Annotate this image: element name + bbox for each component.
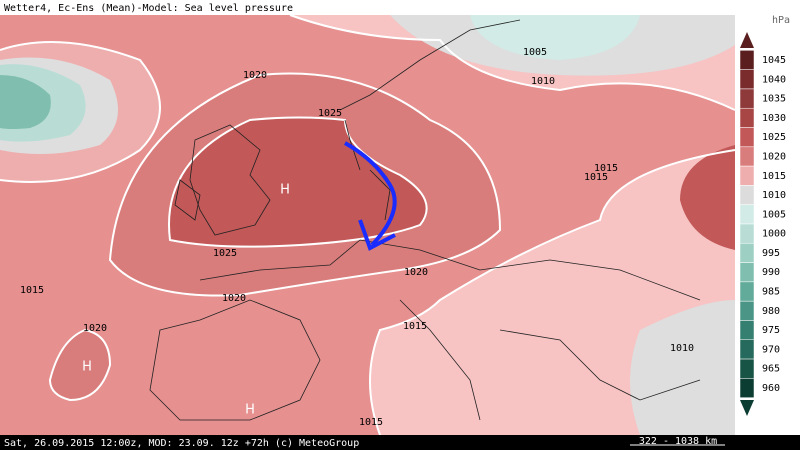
isobar-label: 1015	[584, 172, 608, 183]
legend-label: 970	[762, 344, 780, 355]
legend-label: 1005	[762, 209, 786, 220]
pressure-field	[0, 14, 736, 436]
legend-label: 1010	[762, 190, 786, 201]
legend-swatch	[739, 107, 755, 128]
legend-swatch	[739, 320, 755, 341]
legend-label: 960	[762, 383, 780, 394]
isobar-label: 1015	[20, 285, 44, 296]
legend-label: 990	[762, 267, 780, 278]
isobar-label: 1005	[523, 47, 547, 58]
legend-swatch	[739, 88, 755, 109]
high-marker: H	[280, 183, 290, 198]
legend-swatch	[739, 358, 755, 379]
legend-swatch	[739, 69, 755, 90]
isobar-label: 1020	[243, 70, 267, 81]
legend-label: 975	[762, 325, 780, 336]
high-markers: H H H	[82, 183, 290, 418]
high-marker: H	[82, 360, 92, 375]
legend-swatch	[739, 185, 755, 205]
legend-label: 1040	[762, 74, 786, 85]
legend-unit: hPa	[772, 15, 790, 26]
high-marker: H	[245, 403, 255, 418]
legend-swatch	[739, 339, 755, 360]
legend-arrow-top	[740, 32, 754, 48]
legend-label: 980	[762, 306, 780, 317]
legend-label: 1015	[762, 171, 786, 182]
isobar-label: 1015	[594, 163, 618, 174]
legend-swatch	[739, 262, 755, 283]
legend-swatch	[739, 204, 755, 225]
isobar-label: 1015	[359, 417, 383, 428]
legend-label: 1020	[762, 151, 786, 162]
footer-bar	[0, 435, 800, 450]
legend-swatch	[739, 50, 755, 70]
isobar-label: 1015	[403, 321, 427, 332]
coastlines	[149, 19, 701, 421]
isobar-label: 1020	[83, 323, 107, 334]
isobar-labels: 1020 1025 1005 1010 1015 1015 1025 1020 …	[20, 47, 694, 428]
title: Wetter4, Ec-Ens (Mean)-Model: Sea level …	[4, 3, 293, 14]
legend-swatch	[739, 146, 755, 167]
legend-swatch	[739, 223, 755, 244]
legend-swatch	[739, 378, 755, 398]
isobar-label: 1020	[222, 293, 246, 304]
isobar-label: 1025	[318, 108, 342, 119]
legend-label: 965	[762, 364, 780, 375]
scale-label: 322 - 1038 km	[639, 436, 717, 447]
legend-label: 1030	[762, 113, 786, 124]
isobar-label: 1025	[213, 248, 237, 259]
isobar-label: 1010	[670, 343, 694, 354]
legend-swatch	[739, 300, 755, 321]
legend-arrow-bottom	[740, 400, 754, 416]
title-bar	[0, 0, 735, 15]
legend-label: 1025	[762, 132, 786, 143]
legend-swatch	[739, 127, 755, 148]
legend-label: 985	[762, 287, 780, 298]
legend-swatch	[739, 165, 755, 186]
flow-arrow	[344, 141, 397, 251]
legend-swatch	[739, 281, 755, 302]
legend-label: 995	[762, 248, 780, 259]
legend-label: 1000	[762, 229, 786, 240]
isobar-label: 1010	[531, 76, 555, 87]
legend-label: 1035	[762, 94, 786, 105]
legend-swatch	[739, 243, 755, 263]
isobar-label: 1020	[404, 267, 428, 278]
footer-run: Sat, 26.09.2015 12:00z, MOD: 23.09. 12z …	[4, 438, 359, 449]
legend: 1045 1040 1035 1030 1025 1020 1015 1010 1005 1000…	[739, 32, 786, 416]
legend-label: 1045	[762, 55, 786, 66]
